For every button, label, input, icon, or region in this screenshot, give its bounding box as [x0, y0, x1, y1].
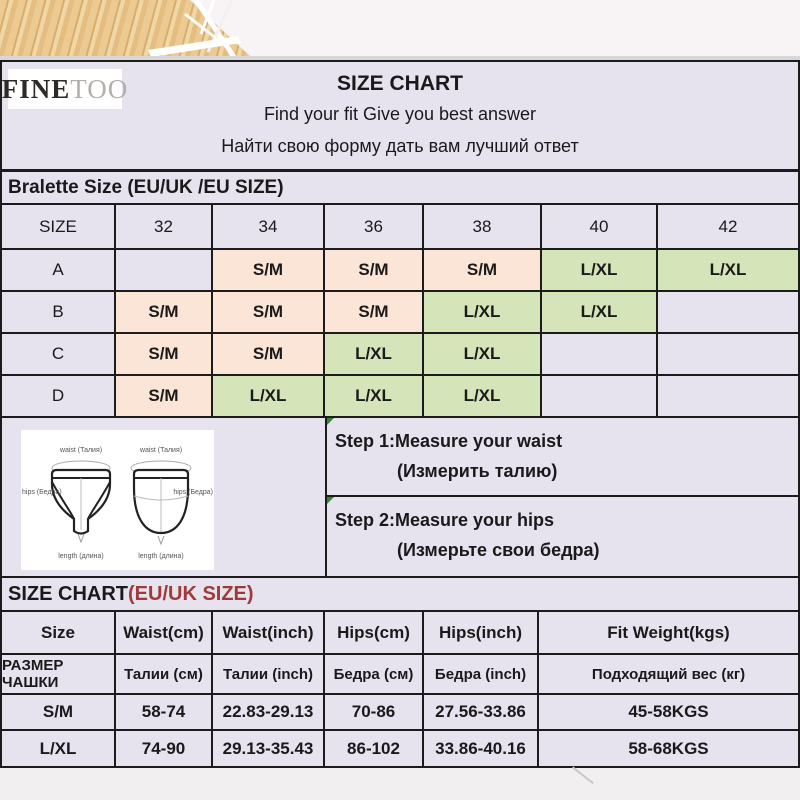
column-header: SIZE: [2, 205, 116, 250]
subtitle-english: Find your fit Give you best answer: [263, 104, 537, 124]
table-cell: S/M: [2, 695, 116, 731]
label-waist-right: waist (Талия): [139, 447, 182, 454]
size-cell: L/XL: [424, 292, 542, 334]
column-header: Waist(cm): [116, 612, 213, 655]
step-1-cell: Step 1:Measure your waist (Измерить тали…: [327, 418, 798, 497]
column-header: 42: [658, 205, 798, 250]
panties-diagram-drawing: waist (Талия) waist (Талия) hips (Бедра)…: [22, 447, 213, 560]
column-header-ru: Бедра (inch): [424, 655, 539, 695]
column-header: Size: [2, 612, 116, 655]
table-cell: 29.13-35.43: [213, 731, 325, 766]
column-header: 34: [213, 205, 325, 250]
shelf-edge: [0, 56, 800, 60]
table-cell: 33.86-40.16: [424, 731, 539, 766]
page-title: SIZE CHART: [337, 72, 463, 95]
column-header: Hips(cm): [325, 612, 424, 655]
table-cell: 74-90: [116, 731, 213, 766]
comment-marker-icon: [327, 497, 334, 504]
wire-basket-decoration: [148, 0, 241, 60]
size-cell: S/M: [325, 292, 424, 334]
size-cell: [658, 334, 798, 376]
row-label: C: [2, 334, 116, 376]
sheet-header: FINE TOO SIZE CHART Find your fit Give yo…: [2, 62, 798, 172]
measurements-table: Size Waist(cm) Waist(inch) Hips(cm) Hips…: [2, 612, 798, 766]
size-cell: L/XL: [424, 334, 542, 376]
column-header: 40: [542, 205, 658, 250]
size-cell: S/M: [116, 376, 213, 418]
logo-text-too: TOO: [70, 73, 129, 104]
size-cell: L/XL: [542, 250, 658, 292]
fabric-fold-line: [572, 766, 594, 785]
column-header: Hips(inch): [424, 612, 539, 655]
step-2-subtitle: (Измерьте свои бедра): [397, 540, 600, 560]
column-header: 38: [424, 205, 542, 250]
size-cell: [542, 376, 658, 418]
column-header-ru: Подходящий вес (кг): [539, 655, 798, 695]
table-cell: 86-102: [325, 731, 424, 766]
size-cell: L/XL: [424, 376, 542, 418]
size-chart-title-red: (EU/UK SIZE): [128, 582, 254, 605]
size-chart-sheet: FINE TOO SIZE CHART Find your fit Give yo…: [0, 60, 800, 768]
label-waist-left: waist (Талия): [59, 447, 102, 454]
size-cell: S/M: [213, 292, 325, 334]
size-cell: S/M: [424, 250, 542, 292]
column-header-ru: Бедра (см): [325, 655, 424, 695]
step-1-subtitle: (Измерить талию): [397, 461, 558, 481]
row-label: D: [2, 376, 116, 418]
column-header: Fit Weight(kgs): [539, 612, 798, 655]
label-length-left: length (длина): [58, 553, 104, 560]
size-chart-title-black: SIZE CHART: [8, 582, 128, 605]
size-cell: S/M: [213, 334, 325, 376]
table-cell: L/XL: [2, 731, 116, 766]
table-cell: 58-74: [116, 695, 213, 731]
column-header: 32: [116, 205, 213, 250]
column-header-ru: Талии (см): [116, 655, 213, 695]
column-header: 36: [325, 205, 424, 250]
row-label: A: [2, 250, 116, 292]
size-cell: [658, 376, 798, 418]
subtitle-russian: Найти свою форму дать вам лучший ответ: [221, 136, 579, 156]
row-label: B: [2, 292, 116, 334]
measure-diagram-cell: waist (Талия) waist (Талия) hips (Бедра)…: [2, 418, 327, 576]
logo-text-fine: FINE: [1, 73, 71, 104]
bralette-size-table: SIZE 32 34 36 38 40 42 A S/M S/M S/M L/X…: [2, 205, 798, 418]
size-cell: L/XL: [542, 292, 658, 334]
table-cell: 22.83-29.13: [213, 695, 325, 731]
size-cell: S/M: [116, 334, 213, 376]
measure-steps: Step 1:Measure your waist (Измерить тали…: [327, 418, 798, 576]
table-cell: 58-68KGS: [628, 738, 709, 758]
panties-diagram: waist (Талия) waist (Талия) hips (Бедра)…: [21, 430, 214, 570]
size-cell: [116, 250, 213, 292]
column-header-ru: РАЗМЕР ЧАШКИ: [2, 655, 116, 695]
size-cell: L/XL: [658, 250, 798, 292]
comment-marker-icon: [327, 418, 334, 425]
label-hips-left: hips (Бедра): [22, 489, 62, 496]
size-cell: S/M: [325, 250, 424, 292]
bralette-section-title: Bralette Size (EU/UK /EU SIZE): [2, 172, 798, 205]
size-cell: L/XL: [325, 334, 424, 376]
size-cell: [542, 334, 658, 376]
measure-section: waist (Талия) waist (Талия) hips (Бедра)…: [2, 418, 798, 578]
step-2-title: Step 2:Measure your hips: [335, 510, 555, 530]
size-cell: S/M: [116, 292, 213, 334]
finetoo-logo: FINE TOO: [2, 69, 127, 109]
table-cell: 70-86: [325, 695, 424, 731]
label-length-right: length (длина): [138, 553, 184, 560]
table-cell: 27.56-33.86: [424, 695, 539, 731]
size-cell: L/XL: [325, 376, 424, 418]
table-cell: 45-58KGS: [539, 695, 798, 731]
size-cell: [658, 292, 798, 334]
size-chart-section-title: SIZE CHART (EU/UK SIZE): [2, 578, 798, 612]
step-2-cell: Step 2:Measure your hips (Измерьте свои …: [327, 497, 798, 576]
column-header-ru: Талии (inch): [213, 655, 325, 695]
label-hips-right: hips (Бедра): [173, 489, 213, 496]
column-header: Waist(inch): [213, 612, 325, 655]
photo-background: [0, 0, 800, 60]
size-cell: S/M: [213, 250, 325, 292]
step-1-title: Step 1:Measure your waist: [335, 431, 563, 451]
size-cell: L/XL: [213, 376, 325, 418]
